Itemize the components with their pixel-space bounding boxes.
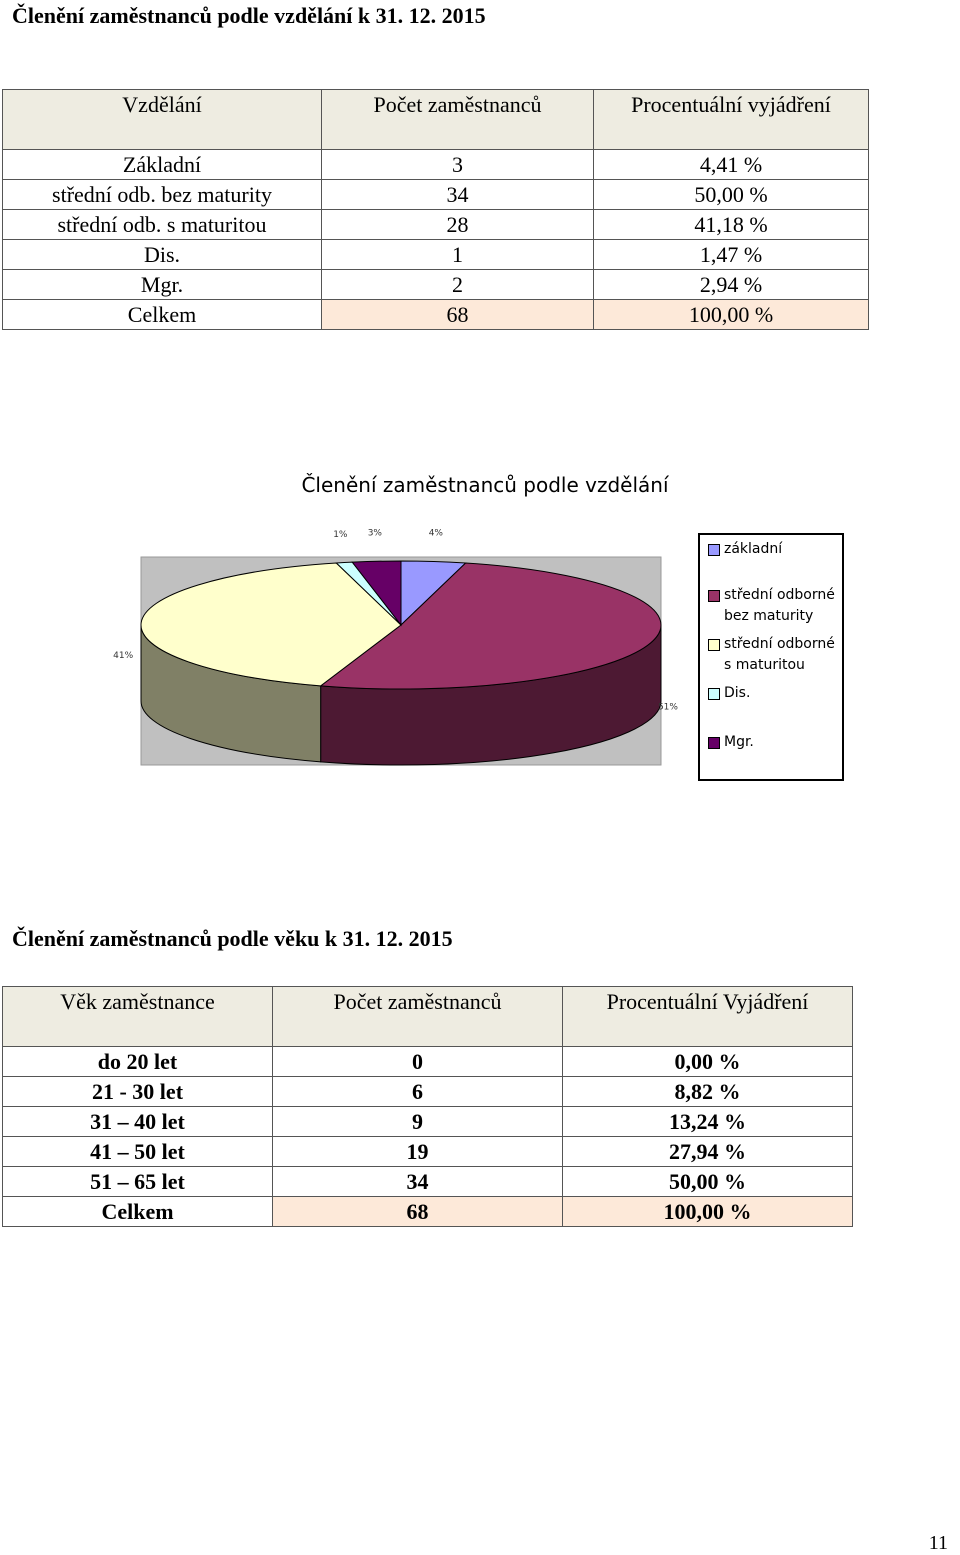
cell: 2,94 %	[593, 269, 869, 300]
cell: 8,82 %	[562, 1076, 853, 1107]
cell: 41,18 %	[593, 209, 869, 240]
education-table: Vzdělání Počet zaměstnanců Procentuální vy…	[2, 89, 869, 330]
age-table: Věk zaměstnance Počet zaměstnanců Procentu…	[2, 986, 853, 1227]
cell: 1	[321, 239, 594, 270]
row: do 20 let 0 0,00 %	[2, 1046, 853, 1077]
cell: 51 – 65 let	[2, 1166, 273, 1197]
cell: Celkem	[2, 299, 322, 330]
header-row: Vzdělání Počet zaměstnanců Procentuální vy…	[2, 89, 869, 150]
cell: střední odb. s maturitou	[2, 209, 322, 240]
cell: 19	[272, 1136, 563, 1167]
cell: 0	[272, 1046, 563, 1077]
cell: 4,41 %	[593, 149, 869, 180]
legend-item: střední odborné bez maturity	[708, 585, 840, 627]
data-label: 51%	[658, 702, 678, 712]
header-cell: Vzdělání	[2, 89, 322, 150]
legend-swatch	[708, 590, 720, 602]
row: Základní 3 4,41 %	[2, 149, 869, 180]
legend-item: základní	[708, 539, 840, 560]
legend-swatch	[708, 688, 720, 700]
heading: Členění zaměstnanců podle věku k 31. 12.…	[12, 926, 453, 951]
cell: střední odb. bez maturity	[2, 179, 322, 210]
legend-label: střední odborné bez maturity	[724, 587, 835, 624]
cell: 34	[272, 1166, 563, 1197]
cell: 100,00 %	[562, 1196, 853, 1227]
legend-swatch	[708, 737, 720, 749]
header-cell: Počet zaměstnanců	[321, 89, 594, 150]
row: Mgr. 2 2,94 %	[2, 269, 869, 300]
legend: základní střední odborné bez maturity stře…	[698, 533, 844, 781]
row: Dis. 1 1,47 %	[2, 239, 869, 270]
header-cell: Věk zaměstnance	[2, 986, 273, 1047]
data-label: 3%	[368, 528, 383, 538]
pie-slice	[140, 562, 402, 687]
cell: 50,00 %	[593, 179, 869, 210]
data-label: 1%	[333, 530, 348, 540]
cell: Celkem	[2, 1196, 273, 1227]
heading: Členění zaměstnanců podle vzdělání k 31.…	[12, 3, 486, 28]
header-cell: Počet zaměstnanců	[272, 986, 563, 1047]
row: střední odb. s maturitou 28 41,18 %	[2, 209, 869, 240]
cell: 3	[321, 149, 594, 180]
pie-slice	[351, 560, 402, 627]
cell: 21 - 30 let	[2, 1076, 273, 1107]
data-label: 4%	[429, 529, 444, 539]
header-cell: Procentuální Vyjádření	[562, 986, 853, 1047]
header-cell: Procentuální vyjádření	[593, 89, 869, 150]
legend-item: střední odborné s maturitou	[708, 634, 840, 676]
row: 31 – 40 let 9 13,24 %	[2, 1106, 853, 1137]
chart-title: Členění zaměstnanců podle vzdělání	[301, 473, 670, 497]
row: Celkem 68 100,00 %	[2, 1196, 853, 1227]
legend-item: Dis.	[708, 683, 840, 704]
cell: 9	[272, 1106, 563, 1137]
cell: 68	[321, 299, 594, 330]
legend-item: Mgr.	[708, 732, 840, 753]
legend-swatch	[708, 639, 720, 651]
cell: 27,94 %	[562, 1136, 853, 1167]
cell: do 20 let	[2, 1046, 273, 1077]
cell: 28	[321, 209, 594, 240]
cell: 1,47 %	[593, 239, 869, 270]
cell: 34	[321, 179, 594, 210]
cell: 31 – 40 let	[2, 1106, 273, 1137]
pie-chart: Členění zaměstnanců podle vzdělání 4% 51%…	[113, 473, 678, 766]
row: 41 – 50 let 19 27,94 %	[2, 1136, 853, 1167]
row: Celkem 68 100,00 %	[2, 299, 869, 330]
legend-label: základní	[724, 541, 783, 557]
cell: 68	[272, 1196, 563, 1227]
page-number: 11	[928, 1532, 948, 1554]
cell: 100,00 %	[593, 299, 869, 330]
cell: Základní	[2, 149, 322, 180]
header-row: Věk zaměstnance Počet zaměstnanců Procentu…	[2, 986, 853, 1047]
cell: 41 – 50 let	[2, 1136, 273, 1167]
cell: 50,00 %	[562, 1166, 853, 1197]
cell: 13,24 %	[562, 1106, 853, 1137]
cell: 2	[321, 269, 594, 300]
cell: 0,00 %	[562, 1046, 853, 1077]
row: 21 - 30 let 6 8,82 %	[2, 1076, 853, 1107]
legend-label: Dis.	[724, 685, 751, 701]
cell: 6	[272, 1076, 563, 1107]
legend-label: Mgr.	[724, 734, 754, 750]
data-label: 41%	[113, 651, 133, 661]
pie-slice	[319, 562, 662, 690]
legend-label: střední odborné s maturitou	[724, 636, 835, 673]
legend-swatch	[708, 544, 720, 556]
row: 51 – 65 let 34 50,00 %	[2, 1166, 853, 1197]
cell: Dis.	[2, 239, 322, 270]
cell: Mgr.	[2, 269, 322, 300]
row: střední odb. bez maturity 34 50,00 %	[2, 179, 869, 210]
